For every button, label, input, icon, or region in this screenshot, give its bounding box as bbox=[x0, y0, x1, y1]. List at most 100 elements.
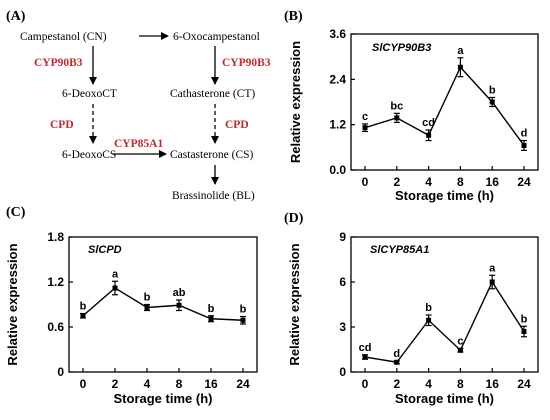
x-tick-label: 16 bbox=[486, 175, 500, 189]
significance-letter: b bbox=[425, 302, 432, 314]
data-point bbox=[426, 132, 432, 138]
significance-letter: a bbox=[112, 268, 119, 280]
data-point bbox=[208, 316, 214, 322]
node-6-deoxocs: 6-DeoxoCS bbox=[62, 149, 116, 161]
significance-letter: b bbox=[489, 84, 496, 96]
data-point bbox=[426, 317, 432, 323]
y-tick-label: 0 bbox=[57, 365, 64, 379]
node-brassinolide: Brassinolide (BL) bbox=[172, 190, 255, 202]
significance-letter: d bbox=[393, 348, 400, 360]
x-tick-label: 0 bbox=[80, 377, 87, 391]
y-tick-label: 2.4 bbox=[329, 72, 346, 86]
enzyme-cpd-left: CPD bbox=[50, 119, 74, 131]
series-line bbox=[82, 287, 244, 321]
data-point bbox=[112, 285, 118, 291]
y-tick-label: 3 bbox=[339, 320, 346, 334]
y-tick-label: 0 bbox=[339, 365, 346, 379]
data-point bbox=[176, 302, 182, 308]
y-tick-label: 0.6 bbox=[47, 320, 64, 334]
y-tick-label: 1.8 bbox=[47, 230, 64, 244]
x-tick-label: 2 bbox=[393, 377, 400, 391]
series-line bbox=[364, 65, 525, 146]
x-tick-label: 2 bbox=[393, 175, 400, 189]
x-tick-label: 0 bbox=[362, 377, 369, 391]
data-point bbox=[457, 347, 463, 353]
significance-letter: cd bbox=[422, 117, 435, 129]
y-axis-label: Relative expression bbox=[5, 243, 20, 365]
data-point bbox=[394, 115, 400, 121]
data-point bbox=[362, 354, 368, 360]
gene-label: SlCPD bbox=[88, 244, 122, 256]
significance-letter: b bbox=[208, 303, 215, 315]
y-tick-label: 1.2 bbox=[47, 275, 64, 289]
data-point bbox=[489, 279, 495, 285]
significance-letter: b bbox=[80, 301, 87, 313]
panel-label-a: (A) bbox=[6, 9, 26, 24]
x-tick-label: 24 bbox=[517, 377, 531, 391]
data-point bbox=[394, 359, 400, 365]
x-tick-label: 24 bbox=[517, 175, 531, 189]
data-point bbox=[521, 142, 527, 148]
plot-frame bbox=[68, 236, 258, 373]
enzyme-cyp90b3-right: CYP90B3 bbox=[222, 57, 271, 69]
enzyme-cpd-right: CPD bbox=[225, 119, 249, 131]
x-tick-label: 0 bbox=[362, 175, 369, 189]
significance-letter: b bbox=[240, 304, 247, 316]
significance-letter: ab bbox=[173, 287, 186, 299]
x-axis-label: Storage time (h) bbox=[114, 391, 213, 406]
data-point bbox=[362, 125, 368, 131]
y-axis-label: Relative expression bbox=[288, 41, 303, 163]
significance-letter: cd bbox=[359, 342, 372, 354]
x-tick-label: 24 bbox=[236, 377, 250, 391]
pathway-diagram: (A) Campestanol (CN) 6-Oxocampestanol CY… bbox=[6, 9, 271, 202]
plot-frame bbox=[350, 236, 539, 373]
data-point bbox=[144, 305, 150, 310]
panel-label-d: (D) bbox=[284, 211, 304, 226]
data-point bbox=[80, 313, 86, 319]
significance-letter: a bbox=[457, 45, 464, 57]
enzyme-cyp90b3-left: CYP90B3 bbox=[34, 57, 83, 69]
y-tick-label: 1.2 bbox=[329, 118, 346, 132]
x-tick-label: 16 bbox=[486, 377, 500, 391]
series-line bbox=[364, 280, 525, 364]
node-6-oxocampestanol: 6-Oxocampestanol bbox=[173, 31, 260, 43]
node-castasterone: Castasterone (CS) bbox=[170, 149, 254, 161]
x-tick-label: 4 bbox=[425, 377, 432, 391]
y-tick-label: 0.0 bbox=[329, 163, 346, 177]
y-tick-label: 9 bbox=[339, 230, 346, 244]
significance-letter: b bbox=[144, 292, 151, 304]
plot-frame bbox=[350, 33, 539, 171]
significance-letter: c bbox=[362, 111, 368, 123]
data-point bbox=[489, 99, 495, 105]
y-tick-label: 3.6 bbox=[329, 27, 346, 41]
significance-letter: c bbox=[457, 335, 463, 347]
significance-letter: b bbox=[521, 313, 528, 325]
enzyme-cyp85a1: CYP85A1 bbox=[114, 138, 163, 150]
panel-label-c: (C) bbox=[6, 205, 26, 220]
x-tick-label: 8 bbox=[457, 377, 464, 391]
significance-letter: d bbox=[521, 128, 528, 140]
y-tick-label: 6 bbox=[339, 275, 346, 289]
node-6-deoxoct: 6-DeoxoCT bbox=[62, 88, 117, 100]
panel-label-b: (B) bbox=[284, 9, 303, 24]
x-tick-label: 16 bbox=[204, 377, 218, 391]
x-tick-label: 8 bbox=[457, 175, 464, 189]
significance-letter: bc bbox=[390, 100, 403, 112]
x-tick-label: 4 bbox=[144, 377, 151, 391]
x-axis-label: Storage time (h) bbox=[395, 391, 494, 406]
gene-label: SlCYP85A1 bbox=[370, 244, 429, 256]
significance-letter: a bbox=[489, 262, 496, 274]
y-axis-label: Relative expression bbox=[287, 243, 302, 365]
gene-label: SlCYP90B3 bbox=[372, 42, 431, 54]
x-tick-label: 2 bbox=[112, 377, 119, 391]
data-point bbox=[521, 329, 527, 334]
x-axis-label: Storage time (h) bbox=[395, 188, 494, 203]
node-cathasterone: Cathasterone (CT) bbox=[170, 88, 255, 100]
x-tick-label: 8 bbox=[176, 377, 183, 391]
x-tick-label: 4 bbox=[425, 175, 432, 189]
data-point bbox=[457, 64, 463, 70]
